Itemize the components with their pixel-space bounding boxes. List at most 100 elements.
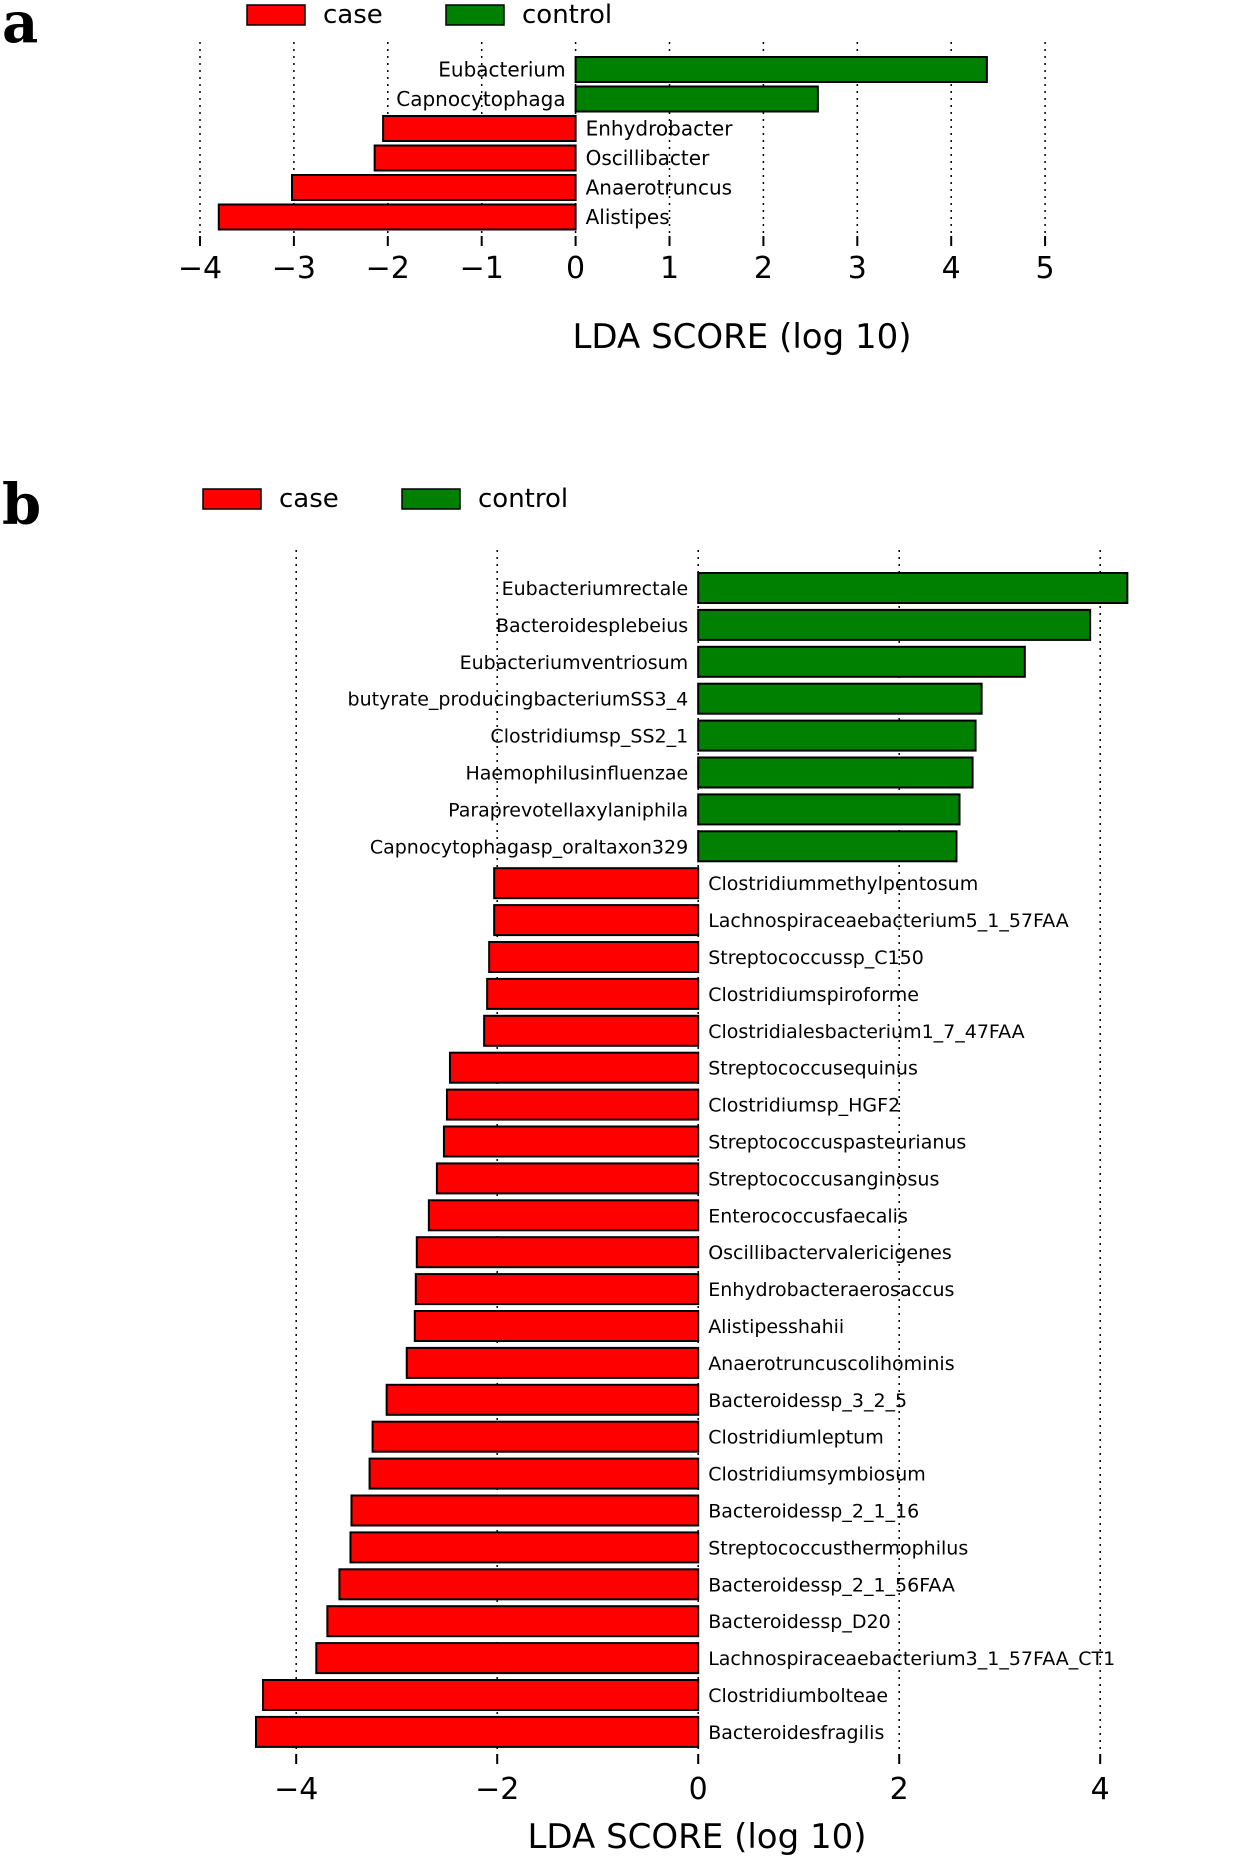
bar-label: Enterococcusfaecalis <box>708 1205 908 1227</box>
bar-label: Enhydrobacter <box>586 117 734 141</box>
bar-Paraprevotellaxylaniphila <box>697 793 961 826</box>
bar-Clostridiumsp_SS2_1 <box>697 719 977 752</box>
panel-letter-b: b <box>2 472 41 538</box>
bar-label: Clostridiumsp_HGF2 <box>708 1095 900 1117</box>
bar-label: Eubacterium <box>438 58 565 82</box>
bar-Clostridiumbolteae <box>262 1679 700 1711</box>
bar-label: Streptococcusthermophilus <box>708 1537 968 1559</box>
legend-label-control: control <box>522 0 612 30</box>
bar-Oscillibacter <box>373 144 577 172</box>
bar-label: Bacteroidessp_2_1_16 <box>708 1501 919 1523</box>
x-tick-label: −3 <box>272 251 316 286</box>
panel-a-chart: case control −4 −3 −2 −1 0 1 2 3 4 5 Eubacterium Capn… <box>178 0 1055 357</box>
bar-butyrate_producingbacteriumSS3_4 <box>697 682 983 715</box>
bar-label: Alistipesshahii <box>708 1316 844 1338</box>
bar-label: Lachnospiraceaebacterium5_1_57FAA <box>708 910 1069 932</box>
bar-label: Enhydrobacteraerosaccus <box>708 1279 954 1301</box>
bar-Anaerotruncuscolihominis <box>405 1346 700 1379</box>
bar-Clostridiumspiroforme <box>486 977 700 1010</box>
legend-swatch-case <box>246 4 306 26</box>
bar-label: Clostridiumsymbiosum <box>708 1464 926 1486</box>
bar-label: Capnocytophagasp_oraltaxon329 <box>370 836 688 858</box>
bar-label: Anaerotruncuscolihominis <box>708 1353 954 1375</box>
x-tick-label: 0 <box>566 251 585 286</box>
panel-b-chart: case control −4 −2 0 2 4 Eubacteriumrectale Bact… <box>202 484 1129 1857</box>
bar-Bacteroidessp_2_1_56FAA <box>338 1568 700 1601</box>
bar-Bacteroidessp_2_1_16 <box>350 1494 700 1527</box>
bar-Clostridiumleptum <box>371 1420 700 1453</box>
x-tick-label: 2 <box>754 251 773 286</box>
bar-label: Eubacteriumrectale <box>502 578 689 600</box>
bar-Lachnospiraceaebacterium3_1_57FAA_CT1 <box>315 1642 700 1675</box>
bar-Alistipes <box>217 203 577 231</box>
bar-label: Bacteroidessp_2_1_56FAA <box>708 1574 955 1596</box>
bar-label: Streptococcussp_C150 <box>708 947 924 969</box>
bar-label: Bacteroidessp_D20 <box>708 1611 890 1633</box>
bar-Alistipesshahii <box>413 1310 700 1342</box>
x-tick-label: −2 <box>366 251 410 286</box>
legend-label-case: case <box>323 0 383 30</box>
bar-label: Clostridialesbacterium1_7_47FAA <box>708 1021 1024 1043</box>
bar-Clostridialesbacterium1_7_47FAA <box>483 1014 700 1047</box>
bar-label: Anaerotruncus <box>586 176 732 200</box>
bar-label: Capnocytophaga <box>396 87 565 111</box>
bar-label: Haemophilusinfluenzae <box>465 763 688 785</box>
bar-label: Streptococcusequinus <box>708 1058 918 1080</box>
bar-label: Bacteroidessp_3_2_5 <box>708 1390 907 1412</box>
bar-label: Lachnospiraceaebacterium3_1_57FAA_CT1 <box>708 1648 1115 1670</box>
bar-Capnocytophaga <box>574 85 819 113</box>
bar-Eubacteriumventriosum <box>697 645 1026 678</box>
bar-Eubacterium <box>574 56 988 83</box>
bar-Enhydrobacteraerosaccus <box>414 1273 700 1306</box>
bar-Lachnospiraceaebacterium5_1_57FAA <box>493 904 700 937</box>
x-tick-label: 3 <box>848 251 867 286</box>
x-tick-label: −2 <box>475 1772 519 1807</box>
bar-label: Streptococcuspasteurianus <box>708 1132 966 1154</box>
bar-Enterococcusfaecalis <box>427 1199 700 1232</box>
bar-label: Bacteroidesplebeius <box>496 615 688 637</box>
bar-Bacteroidessp_3_2_5 <box>385 1383 700 1416</box>
panel-letter-a: a <box>2 0 38 56</box>
bar-label: Clostridiumspiroforme <box>708 984 919 1006</box>
bar-label: Clostridiumbolteae <box>708 1685 888 1707</box>
bar-Bacteroidessp_D20 <box>326 1605 700 1638</box>
bar-label: Clostridiumsp_SS2_1 <box>490 726 688 748</box>
bar-Eubacteriumrectale <box>697 572 1129 604</box>
x-tick-label: −1 <box>460 251 504 286</box>
legend-swatch-control <box>445 4 505 26</box>
bar-Enhydrobacter <box>382 115 577 142</box>
x-tick-label: 4 <box>1091 1772 1110 1807</box>
bar-Haemophilusinfluenzae <box>697 756 974 789</box>
x-tick-label: 2 <box>890 1772 909 1807</box>
bar-Clostridiumsymbiosum <box>368 1457 700 1490</box>
bar-Bacteroidesplebeius <box>697 608 1092 641</box>
bar-Bacteroidesfragilis <box>255 1715 700 1748</box>
bar-label: Alistipes <box>586 205 670 229</box>
bar-Streptococcusanginosus <box>435 1162 700 1195</box>
bar-label: Eubacteriumventriosum <box>460 652 689 674</box>
bar-Streptococcuspasteurianus <box>442 1125 700 1158</box>
legend-label-control: control <box>478 484 568 514</box>
bar-label: butyrate_producingbacteriumSS3_4 <box>348 689 689 711</box>
legend-swatch-case <box>202 488 262 510</box>
x-tick-label: 1 <box>660 251 679 286</box>
x-tick-label: −4 <box>274 1772 318 1807</box>
x-axis-title: LDA SCORE (log 10) <box>527 1817 866 1857</box>
bar-Anaerotruncus <box>291 174 577 201</box>
bar-label: Clostridiumleptum <box>708 1427 884 1449</box>
x-tick-label: 4 <box>942 251 961 286</box>
bar-label: Oscillibactervalericigenes <box>708 1242 952 1264</box>
bar-Capnocytophagasp_oraltaxon329 <box>697 830 958 863</box>
bar-label: Streptococcusanginosus <box>708 1168 939 1190</box>
bar-Clostridiummethylpentosum <box>493 867 700 900</box>
x-axis-title: LDA SCORE (log 10) <box>572 317 911 357</box>
legend-swatch-control <box>401 488 461 510</box>
x-tick-label: −4 <box>178 251 222 286</box>
bar-Streptococcusequinus <box>448 1051 700 1084</box>
bar-Streptococcussp_C150 <box>488 941 700 973</box>
bar-Streptococcusthermophilus <box>349 1531 700 1564</box>
x-tick-label: 5 <box>1036 251 1055 286</box>
bar-label: Paraprevotellaxylaniphila <box>448 799 688 821</box>
bar-label: Clostridiummethylpentosum <box>708 873 978 895</box>
